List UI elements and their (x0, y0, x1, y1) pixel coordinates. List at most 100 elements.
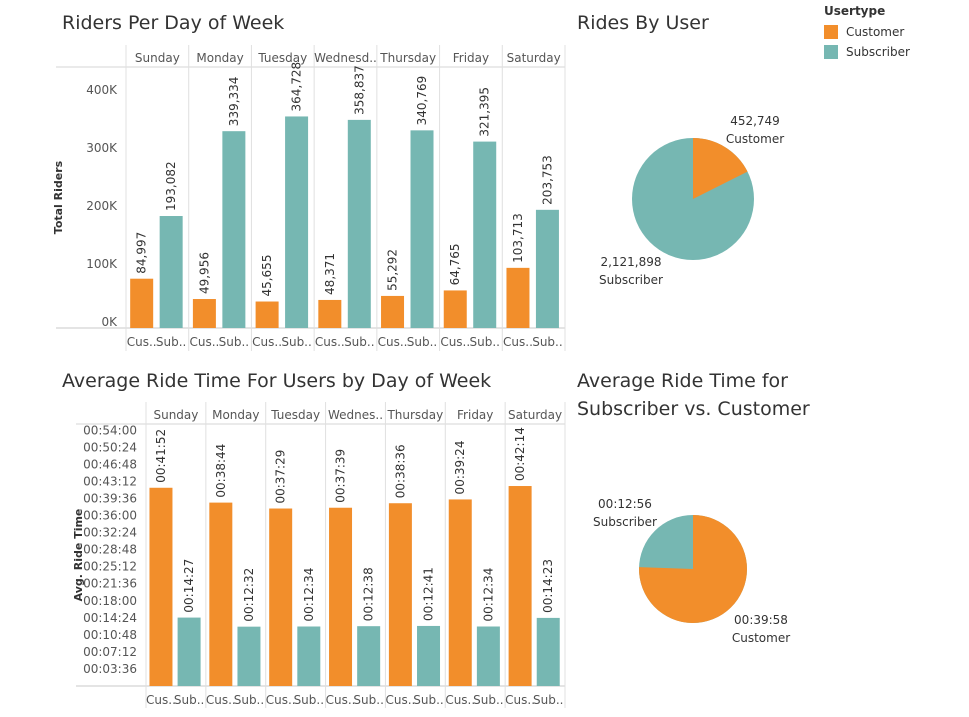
riders-chart-title: Riders Per Day of Week (62, 12, 285, 34)
rides-pie-slice-value: 2,121,898 (600, 255, 661, 269)
riders-day-label: Friday (453, 51, 489, 65)
legend-label-customer: Customer (846, 25, 905, 39)
avgtime-data-label: 00:38:44 (214, 444, 228, 498)
riders-day-label: Monday (196, 51, 243, 65)
avgtime-sub-label: Cus.. (385, 693, 415, 707)
usertype-legend[interactable]: Usertype Customer Subscriber (824, 4, 910, 62)
legend-item-customer[interactable]: Customer (824, 22, 910, 42)
avgtime-bar-subscriber (177, 617, 201, 686)
avgtime-day-label: Friday (457, 408, 493, 422)
avgtime-pie-slice-name: Customer (732, 631, 790, 645)
avgtime-ytick-label: 00:32:24 (83, 526, 137, 540)
avgtime-ytick-label: 00:28:48 (83, 543, 137, 557)
riders-data-label: 49,956 (197, 252, 211, 294)
riders-bar-customer (318, 299, 342, 328)
legend-label-subscriber: Subscriber (846, 45, 910, 59)
avgtime-sub-label: Sub.. (294, 693, 324, 707)
avgtime-sub-label: Cus.. (266, 693, 296, 707)
avgtime-bar-subscriber (476, 626, 500, 686)
avgtime-pie-slice-value: 00:39:58 (734, 613, 788, 627)
riders-ytick-label: 0K (101, 315, 118, 329)
avgtime-bar-subscriber (237, 626, 261, 686)
avgtime-data-label: 00:12:38 (362, 567, 376, 621)
riders-sub-label: Cus.. (127, 335, 157, 349)
avgtime-ytick-label: 00:07:12 (83, 645, 137, 659)
riders-bar-customer (381, 295, 405, 328)
riders-bar-subscriber (347, 119, 371, 328)
riders-bar-subscriber (410, 130, 434, 328)
legend-swatch-subscriber (824, 45, 838, 59)
riders-bar-subscriber (535, 209, 559, 328)
riders-sub-label: Sub.. (344, 335, 374, 349)
riders-data-label: 55,292 (386, 249, 400, 291)
rides-pie-slice-name: Customer (726, 132, 784, 146)
riders-bar-subscriber (473, 141, 497, 328)
riders-data-label: 203,753 (540, 155, 554, 205)
avgtime-bar-subscriber (536, 617, 560, 686)
avgtime-data-label: 00:41:52 (154, 429, 168, 483)
riders-ytick-label: 400K (86, 83, 118, 97)
riders-sub-label: Cus.. (440, 335, 470, 349)
riders-sub-label: Cus.. (503, 335, 533, 349)
riders-sub-label: Sub.. (407, 335, 437, 349)
avgtime-sub-label: Sub.. (174, 693, 204, 707)
riders-sub-label: Sub.. (156, 335, 186, 349)
riders-day-label: Sunday (135, 51, 180, 65)
avgtime-ytick-label: 00:10:48 (83, 628, 137, 642)
avgtime-data-label: 00:12:41 (422, 567, 436, 621)
avgtime-data-label: 00:39:24 (453, 441, 467, 495)
riders-day-label: Thursday (379, 51, 436, 65)
riders-data-label: 193,082 (164, 161, 178, 211)
riders-sub-label: Sub.. (532, 335, 562, 349)
riders-bar-subscriber (285, 116, 309, 328)
avgtime-sub-label: Sub.. (234, 693, 264, 707)
riders-day-label: Saturday (507, 51, 561, 65)
riders-data-label: 45,655 (260, 255, 274, 297)
riders-ylabel: Total Riders (52, 160, 65, 234)
avgtime-ytick-label: 00:14:24 (83, 611, 137, 625)
avgtime-ytick-label: 00:36:00 (83, 509, 137, 523)
riders-bar-customer (192, 299, 216, 328)
avgtime-data-label: 00:42:14 (513, 427, 527, 481)
legend-item-subscriber[interactable]: Subscriber (824, 42, 910, 62)
riders-sub-label: Sub.. (281, 335, 311, 349)
riders-bar-subscriber (159, 216, 183, 328)
avgtime-sub-label: Sub.. (353, 693, 383, 707)
riders-bar-customer (506, 267, 530, 328)
avgtime-data-label: 00:37:29 (274, 450, 288, 504)
avgtime-bar-subscriber (357, 626, 381, 686)
avgtime-ylabel: Avg. Ride Time (72, 509, 85, 602)
avgtime-ytick-label: 00:46:48 (83, 457, 137, 471)
riders-data-label: 340,769 (415, 76, 429, 126)
avgtime-sub-label: Cus.. (505, 693, 535, 707)
riders-sub-label: Cus.. (189, 335, 219, 349)
riders-data-label: 339,334 (227, 77, 241, 127)
avgtime-bar-customer (388, 503, 412, 686)
riders-data-label: 103,713 (511, 213, 525, 263)
avgtime-data-label: 00:12:32 (242, 568, 256, 622)
avgtime-pie-slice-customer (639, 515, 747, 624)
avgtime-ytick-label: 00:39:36 (83, 491, 137, 505)
avgtime-bar-customer (209, 502, 233, 686)
avg-time-pie-title-line2: Subscriber vs. Customer (577, 398, 810, 420)
avgtime-data-label: 00:14:23 (541, 559, 555, 613)
riders-data-label: 64,765 (448, 243, 462, 285)
avgtime-sub-label: Sub.. (473, 693, 503, 707)
avgtime-bar-customer (329, 507, 353, 686)
avgtime-bar-customer (508, 486, 532, 686)
avgtime-sub-label: Sub.. (533, 693, 563, 707)
avgtime-data-label: 00:38:36 (393, 444, 407, 498)
avgtime-data-label: 00:12:34 (481, 568, 495, 622)
riders-bar-subscriber (222, 131, 246, 328)
avgtime-ytick-label: 00:21:36 (83, 577, 137, 591)
rides-pie-slice-value: 452,749 (730, 114, 780, 128)
riders-data-label: 321,395 (478, 87, 492, 137)
riders-sub-label: Sub.. (469, 335, 499, 349)
riders-day-label: Wednesd.. (314, 51, 377, 65)
avgtime-ytick-label: 00:50:24 (83, 440, 137, 454)
riders-ytick-label: 200K (86, 199, 118, 213)
avg-time-chart-title: Average Ride Time For Users by Day of We… (62, 370, 492, 392)
avgtime-sub-label: Sub.. (413, 693, 443, 707)
riders-sub-label: Cus.. (252, 335, 282, 349)
